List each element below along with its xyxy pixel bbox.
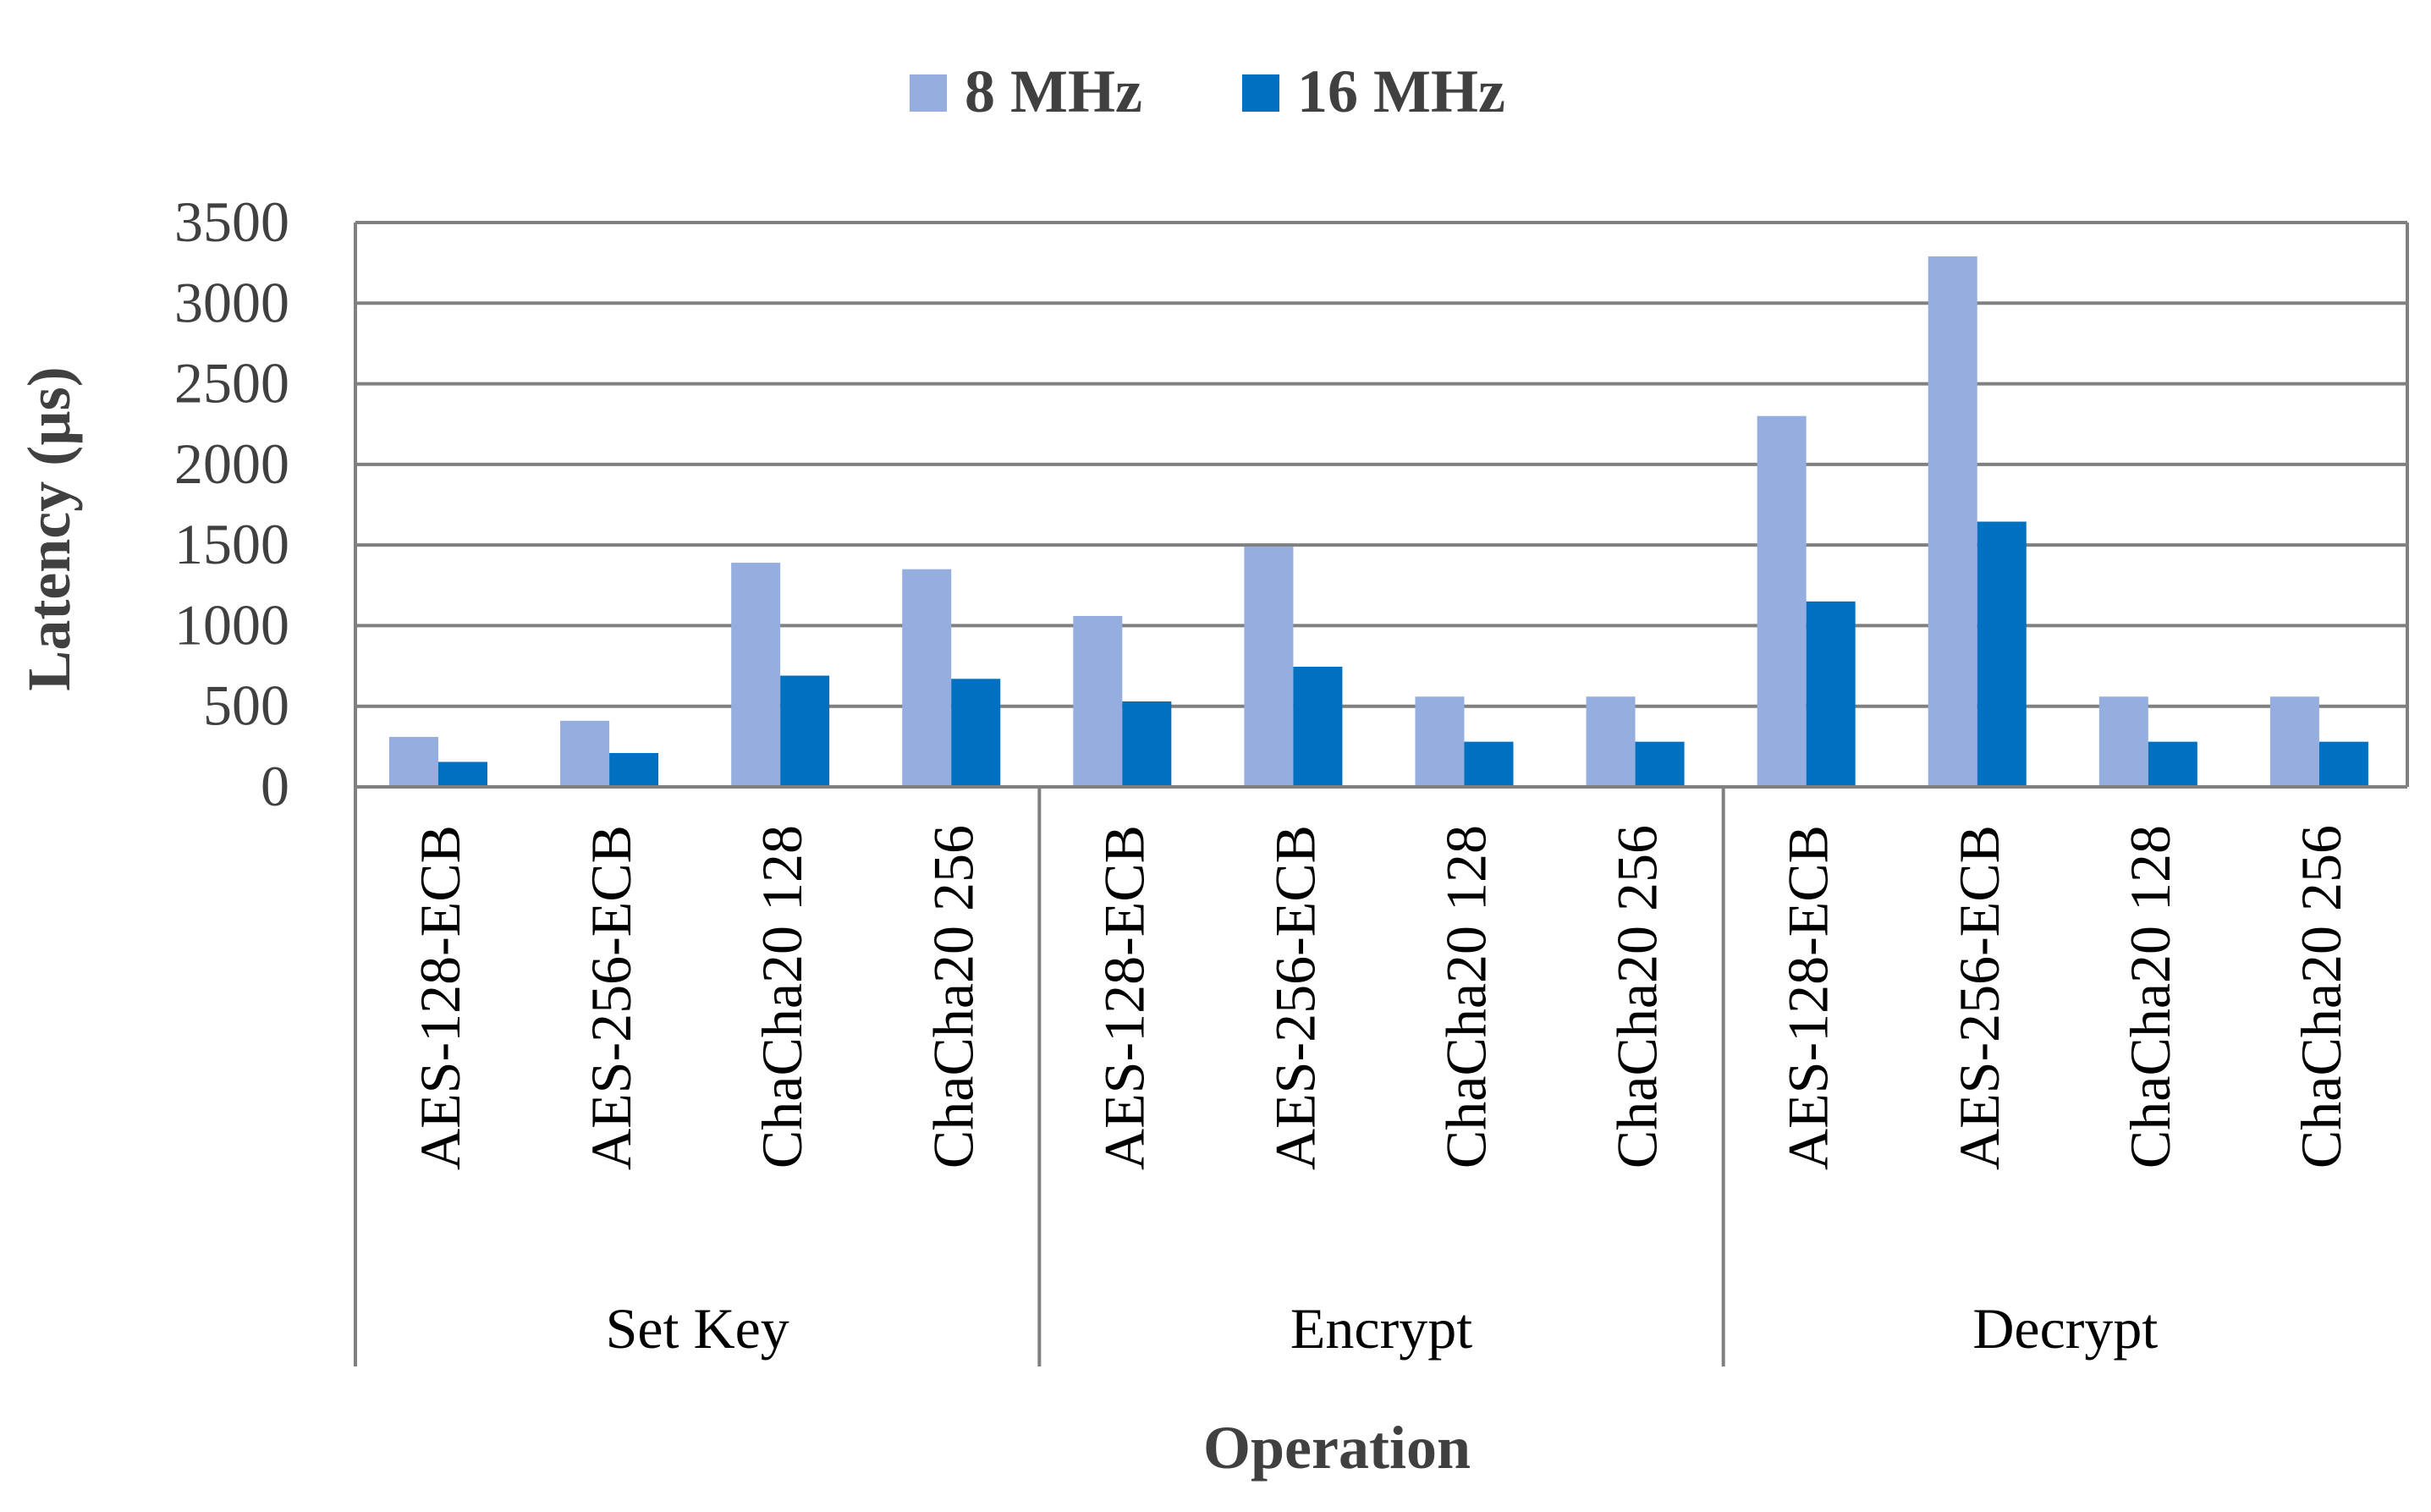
bar-series-2	[1977, 521, 2027, 787]
bar-series-1	[1928, 256, 1977, 787]
category-label: AES-128-ECB	[1092, 825, 1156, 1170]
y-tick-label: 2000	[174, 432, 289, 496]
group-label: Set Key	[606, 1296, 789, 1361]
bar-series-2	[1635, 741, 1685, 787]
bar-series-1	[1415, 696, 1465, 787]
bar-series-1	[2269, 696, 2319, 787]
bar-series-2	[780, 675, 830, 787]
category-label: AES-256-ECB	[579, 825, 643, 1170]
legend-swatch	[1242, 74, 1279, 112]
y-tick-label: 2500	[174, 351, 289, 415]
y-tick-label: 500	[203, 674, 289, 738]
legend-swatch	[910, 74, 947, 112]
y-axis-title: Latency (µs)	[15, 366, 83, 690]
bar-series-2	[2318, 741, 2368, 787]
x-axis-title: Operation	[1203, 1414, 1471, 1482]
y-tick-label: 1000	[174, 592, 289, 657]
category-label: ChaCha20 128	[750, 825, 814, 1168]
bar-series-2	[609, 752, 659, 787]
group-label: Encrypt	[1290, 1296, 1472, 1361]
category-label: ChaCha20 128	[1434, 825, 1499, 1168]
bar-series-2	[2148, 741, 2197, 787]
y-tick-label: 0	[261, 754, 289, 818]
bar-series-2	[951, 679, 1001, 787]
category-label: ChaCha20 256	[1605, 825, 1669, 1168]
y-tick-label: 1500	[174, 512, 289, 576]
bar-series-1	[1073, 615, 1123, 787]
bar-series-1	[902, 569, 952, 787]
category-labels: AES-128-ECB AES-256-ECB ChaCha20 128 ChaCha…	[408, 825, 2353, 1170]
bar-series-1	[389, 736, 438, 787]
group-label: Decrypt	[1972, 1296, 2158, 1361]
bar-series-1	[1244, 547, 1294, 787]
legend: 8 MHz 16 MHz	[910, 58, 1505, 125]
gridlines	[355, 221, 2407, 708]
category-label: AES-256-ECB	[1262, 825, 1327, 1170]
bar-series-2	[1293, 667, 1343, 787]
category-label: AES-128-ECB	[408, 825, 472, 1170]
category-label: ChaCha20 256	[921, 825, 985, 1168]
bar-series-1	[1757, 415, 1807, 787]
y-tick-labels: 0 500 1000 1500 2000 2500 3000 3500	[174, 190, 289, 818]
y-tick-label: 3500	[174, 190, 289, 254]
category-label: AES-256-ECB	[1947, 825, 2011, 1170]
bar-series-1	[731, 563, 781, 787]
bar-series-1	[1586, 696, 1636, 787]
category-label: ChaCha20 128	[2118, 825, 2182, 1168]
legend-label: 16 MHz	[1297, 58, 1505, 125]
bar-series-2	[438, 761, 487, 787]
bar-series-2	[1464, 741, 1514, 787]
bars	[389, 256, 2368, 787]
bar-series-1	[2098, 696, 2148, 787]
axes	[354, 223, 2409, 1366]
category-label: ChaCha20 256	[2289, 825, 2353, 1168]
group-labels: Set Key Encrypt Decrypt	[606, 1296, 2159, 1361]
bar-series-2	[1806, 601, 1856, 787]
bar-series-2	[1122, 701, 1172, 787]
legend-label: 8 MHz	[965, 58, 1142, 125]
category-label: AES-128-ECB	[1776, 825, 1840, 1170]
y-tick-label: 3000	[174, 270, 289, 334]
bar-series-1	[560, 720, 610, 787]
